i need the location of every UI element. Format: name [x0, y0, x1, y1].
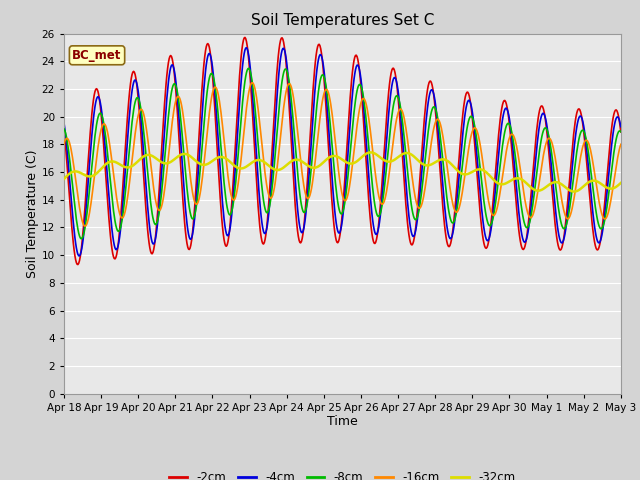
Title: Soil Temperatures Set C: Soil Temperatures Set C	[251, 13, 434, 28]
Legend: -2cm, -4cm, -8cm, -16cm, -32cm: -2cm, -4cm, -8cm, -16cm, -32cm	[164, 466, 520, 480]
X-axis label: Time: Time	[327, 415, 358, 429]
Text: BC_met: BC_met	[72, 49, 122, 62]
Y-axis label: Soil Temperature (C): Soil Temperature (C)	[26, 149, 39, 278]
